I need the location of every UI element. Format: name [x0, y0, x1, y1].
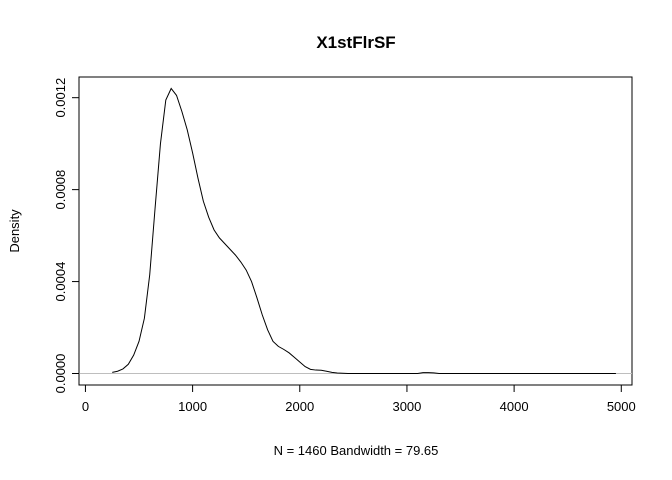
x-tick-label: 3000: [392, 399, 421, 414]
y-tick-label: 0.0008: [53, 170, 68, 210]
plot-box: [78, 76, 633, 386]
x-tick-label: 1000: [178, 399, 207, 414]
y-tick-label: 0.0000: [53, 354, 68, 394]
y-tick-label: 0.0004: [53, 262, 68, 302]
chart-title: X1stFlrSF: [316, 33, 395, 52]
y-axis: 0.0000 0.0004 0.0008 0.0012: [53, 78, 80, 394]
x-tick-label: 0: [82, 399, 89, 414]
x-tick-label: 5000: [607, 399, 636, 414]
y-tick-label: 0.0012: [53, 78, 68, 118]
y-axis-label: Density: [7, 209, 22, 253]
x-tick-label: 2000: [285, 399, 314, 414]
density-line: [112, 87, 616, 375]
x-axis-label: N = 1460 Bandwidth = 79.65: [274, 443, 439, 458]
x-tick-label: 4000: [500, 399, 529, 414]
x-axis: 0 1000 2000 3000 4000 5000: [82, 384, 636, 414]
